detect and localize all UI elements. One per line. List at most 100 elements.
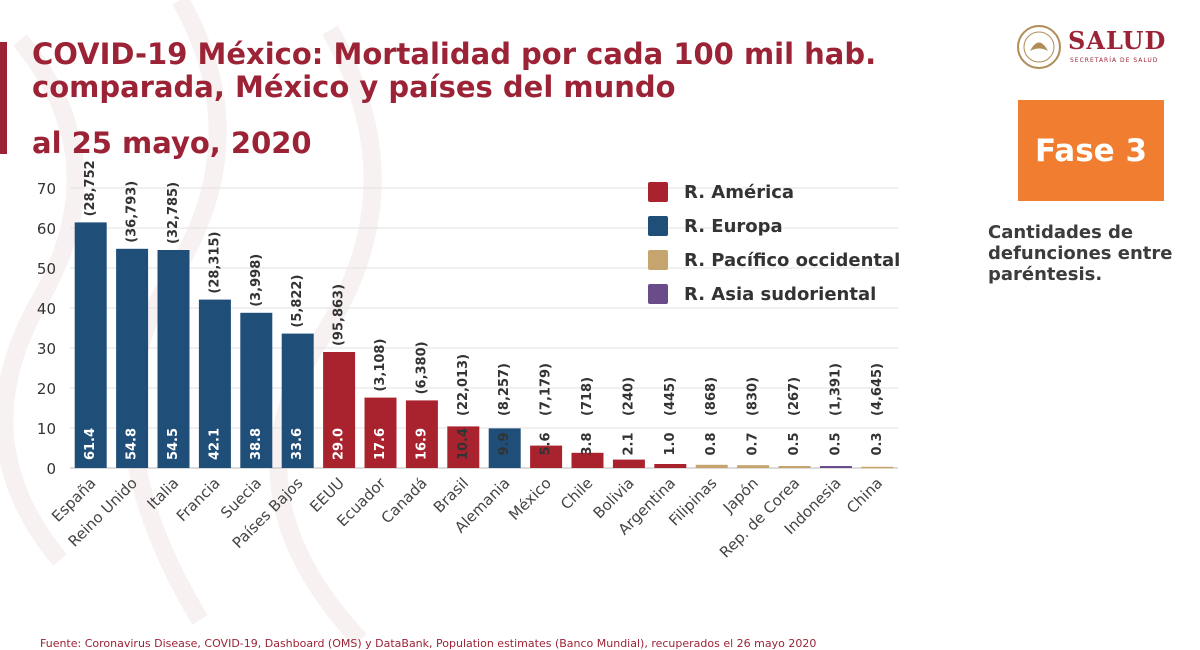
legend-swatch [648,284,668,304]
value-label: 54.5 [166,428,181,460]
deaths-label: (4,645) [870,363,885,416]
deaths-label: (6,380) [414,341,429,394]
bar-chart: 01020304050607061.4(28,752)España54.8(36… [37,160,898,561]
bar [281,333,314,468]
deaths-label: (445) [663,377,678,416]
y-tick-label: 60 [37,220,56,238]
value-label: 0.8 [704,432,719,455]
bar [364,397,397,468]
salud-logo: SALUD SECRETARÍA DE SALUD [1016,24,1166,72]
category-label: Italia [143,474,182,513]
bar [488,428,521,468]
deaths-label: (28,752) [83,160,98,216]
y-tick-label: 40 [37,300,56,318]
deaths-label: (32,785) [166,182,181,244]
deaths-note: Cantidades de defunciones entre paréntes… [988,222,1173,285]
y-tick-label: 0 [46,460,56,478]
legend-item: R. Europa [648,209,900,243]
bar [612,459,645,468]
bar [157,250,190,468]
deaths-label: (240) [621,377,636,416]
deaths-label: (267) [787,377,802,416]
title-line-1: COVID-19 México: Mortalidad por cada 100… [32,37,877,71]
legend-label: R. Asia sudoriental [684,283,877,305]
value-label: 10.4 [456,428,471,460]
value-label: 29.0 [332,428,347,460]
value-label: 38.8 [249,428,264,460]
value-label: 42.1 [207,428,222,460]
deaths-label: (22,013) [456,354,471,416]
value-label: 3.8 [580,432,595,455]
value-label: 0.7 [746,432,761,455]
legend-label: R. América [684,181,795,203]
bar [116,248,149,468]
value-label: 0.3 [870,432,885,455]
category-label: Canadá [378,474,431,527]
bar [695,464,728,468]
y-tick-label: 70 [37,180,56,198]
value-label: 1.0 [663,432,678,455]
eagle-seal-icon [1017,25,1061,69]
deaths-label: (3,108) [373,339,388,392]
logo-subtitle: SECRETARÍA DE SALUD [1070,57,1159,64]
chart-legend: R. América R. Europa R. Pacífico occidenta… [648,175,900,311]
phase-badge: Fase 3 [1018,100,1164,201]
deaths-label: (718) [580,377,595,416]
bar [198,299,231,468]
deaths-label: (36,793) [125,181,140,243]
legend-item: R. Pacífico occidental [648,243,900,277]
value-label: 0.5 [828,432,843,455]
deaths-label: (95,863) [332,284,347,346]
value-label: 61.4 [83,428,98,460]
deaths-label: (28,315) [207,232,222,294]
legend-swatch [648,216,668,236]
category-label: China [843,474,886,517]
bar [447,426,480,468]
bar [819,466,852,468]
bar [323,352,356,468]
value-label: 16.9 [414,428,429,460]
bar [405,400,438,468]
bar [571,452,604,468]
title-line-2: comparada, México y países del mundo [32,70,676,104]
legend-item: R. Asia sudoriental [648,277,900,311]
legend-item: R. América [648,175,900,209]
value-label: 33.6 [290,428,305,460]
logo-name: SALUD [1068,26,1167,55]
deaths-label: (8,257) [497,363,512,416]
y-tick-label: 20 [37,380,56,398]
legend-swatch [648,250,668,270]
legend-swatch [648,182,668,202]
y-tick-label: 30 [37,340,56,358]
deaths-label: (7,179) [539,363,554,416]
bar [778,466,811,468]
value-label: 2.1 [621,432,636,455]
deaths-label: (5,822) [290,275,305,328]
y-tick-label: 10 [37,420,56,438]
bar [530,445,563,468]
deaths-label: (868) [704,377,719,416]
value-label: 0.5 [787,432,802,455]
deaths-label: (1,391) [828,363,843,416]
source-note: Fuente: Coronavirus Disease, COVID-19, D… [40,637,817,650]
legend-label: R. Pacífico occidental [684,249,901,271]
legend-label: R. Europa [684,215,783,237]
accent-bar [0,42,7,154]
bar [737,465,770,468]
value-label: 54.8 [125,428,140,460]
bar [74,222,107,468]
subtitle: al 25 mayo, 2020 [32,126,312,160]
value-label: 9.9 [497,432,512,455]
bar [861,466,894,469]
deaths-label: (830) [746,377,761,416]
deaths-label: (3,998) [249,254,264,307]
bar [240,312,273,468]
bar [654,464,687,468]
page-title: COVID-19 México: Mortalidad por cada 100… [32,38,876,104]
value-label: 5.6 [539,432,554,455]
category-label: México [505,474,555,524]
value-label: 17.6 [373,428,388,460]
phase-label: Fase 3 [1034,132,1148,169]
y-tick-label: 50 [37,260,56,278]
category-label: Francia [173,474,224,525]
